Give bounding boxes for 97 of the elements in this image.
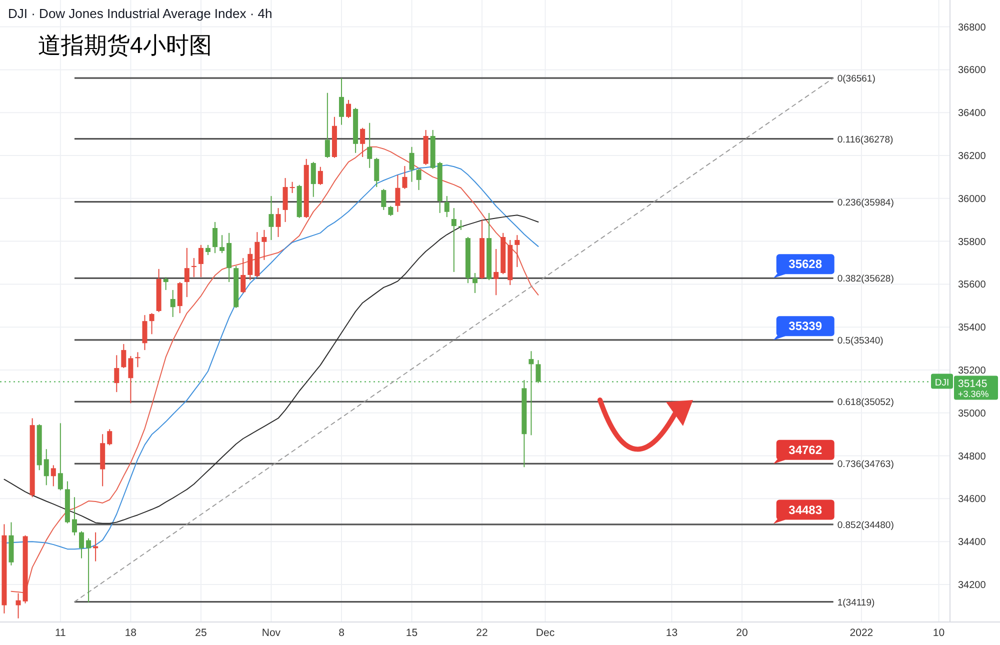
text: +3.36% [958,388,989,399]
candlestick [282,178,288,222]
y-tick-label: 36800 [958,22,986,34]
line-series [4,214,539,524]
ref-line-label: 35145 [958,378,988,390]
x-tick-label: Nov [262,627,282,639]
candlestick [58,422,63,491]
candlestick [86,538,92,603]
y-tick-label: 35600 [958,280,986,291]
candlestick [240,258,246,294]
annotation: 34483 [788,502,822,517]
ref-line-label: 0.618(35052) [837,397,894,408]
x-tick-label: 8 [338,627,345,639]
candlestick [262,229,267,260]
candlestick [198,244,204,278]
candlestick [72,496,77,536]
candlestick [290,181,295,194]
candlestick [318,166,323,186]
candlestick [114,354,120,393]
candlestick [310,161,316,198]
candlestick [402,166,408,190]
candlestick [212,221,218,254]
candlestick [44,448,49,486]
candlestick [128,356,134,404]
candlestick [170,289,176,318]
x-tick-label: 25 [195,627,207,639]
candlestick [248,247,253,281]
candlestick [142,314,148,351]
candlestick [16,592,21,619]
x-tick-label: 11 [54,627,66,639]
candlestick [528,350,534,436]
candlestick [514,234,520,268]
y-tick-label: 36200 [958,151,986,162]
y-tick-label: 35000 [958,408,986,420]
y-tick-label: 35800 [958,236,986,248]
candlestick [388,205,394,216]
text: DJI · Dow Jones Industrial Average Index · 4h [8,6,272,21]
candlestick [458,220,464,230]
y-tick-label: 35200 [958,365,986,376]
ref-line-label: 0(36561) [837,74,876,85]
y-tick-label: 35400 [958,322,986,334]
y-tick-label: 36600 [958,65,986,76]
ref-line-label: 0.736(34763) [837,459,894,470]
candlestick [50,464,56,487]
candlestick [395,174,400,212]
y-tick-label: 34800 [958,451,986,462]
candlestick [346,99,352,118]
candlestick [536,360,541,384]
x-tick-label: 15 [406,627,418,639]
candlestick [381,188,386,210]
ref-line-label: 0.382(35628) [837,274,894,285]
candlestick [367,122,372,168]
ref-line-label: 0.5(35340) [837,335,884,346]
candlestick [360,127,366,158]
candlestick [494,248,499,296]
x-tick-label: 2022 [850,627,874,639]
candlestick [107,428,112,446]
ref-line-label: 1(34119) [837,597,875,608]
x-tick-label: 10 [932,627,945,639]
ref-line-label: 0.116(36278) [837,134,894,146]
candlestick [184,247,190,298]
ref-line-label: 0.236(35984) [837,197,894,208]
candlestick [276,208,281,238]
candlestick [268,196,274,241]
x-tick-label: 18 [124,627,137,639]
candlestick [338,78,344,126]
annotation: DJI [934,377,950,388]
candlestick [79,530,84,559]
y-tick-label: 34200 [958,580,986,591]
candlestick [177,282,182,314]
candlestick [409,146,414,182]
y-tick-label: 34400 [958,537,986,548]
annotation: 34762 [788,442,822,457]
x-tick-label: 22 [476,627,488,639]
candlestick [205,244,210,256]
ref-line-label: 0.852(34480) [837,520,894,531]
x-tick-label: 20 [736,627,748,639]
x-tick-label: Dec [536,627,555,639]
candlestick [324,92,330,158]
candlestick [135,352,140,368]
candlestick [121,344,126,369]
candlestick [451,208,456,272]
y-tick-label: 34600 [958,494,986,506]
candlestick [149,312,154,335]
text: 道指期货4小时图 [38,32,212,58]
candlestick [163,276,168,290]
candlestick [191,258,196,278]
candlestick [374,157,380,188]
y-tick-label: 36400 [958,108,986,120]
annotation: 35628 [788,257,822,272]
x-tick-label: 13 [666,627,678,639]
candlestick [472,272,478,294]
candlestick [444,196,450,218]
candlestick [416,168,422,191]
annotation: 35339 [788,319,822,334]
y-tick-label: 36000 [958,194,986,205]
candlestick [220,234,225,254]
